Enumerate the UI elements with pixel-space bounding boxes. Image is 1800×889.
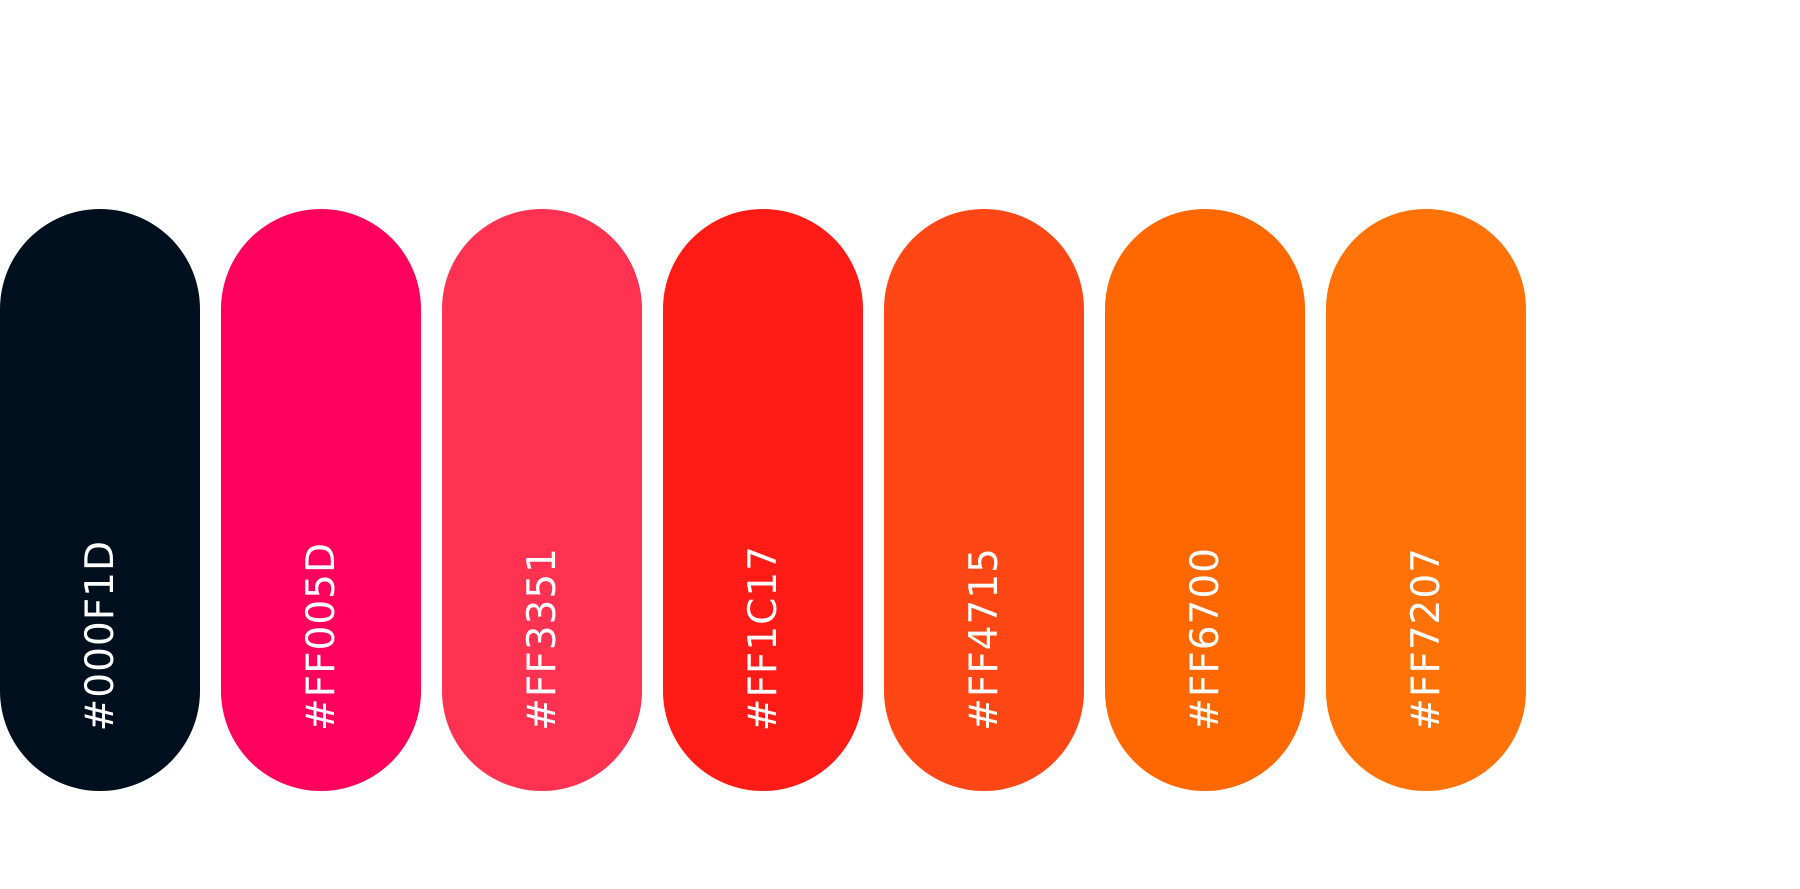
swatch-hex-label: #FF6700 xyxy=(1182,547,1228,731)
color-swatch: #000F1D xyxy=(0,209,200,791)
color-swatch: #FF6700 xyxy=(1105,209,1305,791)
swatch-hex-label: #FF1C17 xyxy=(740,544,786,731)
color-swatch: #FF1C17 xyxy=(663,209,863,791)
color-swatch: #FF4715 xyxy=(884,209,1084,791)
color-swatch: #FF7207 xyxy=(1326,209,1526,791)
color-swatch: #FF005D xyxy=(221,209,421,791)
swatch-hex-label: #FF7207 xyxy=(1403,547,1449,731)
color-swatch: #FF3351 xyxy=(442,209,642,791)
swatch-hex-label: #FF4715 xyxy=(961,547,1007,731)
swatch-hex-label: #FF3351 xyxy=(519,547,565,731)
swatch-hex-label: #000F1D xyxy=(77,539,123,731)
swatch-hex-label: #FF005D xyxy=(298,541,344,731)
